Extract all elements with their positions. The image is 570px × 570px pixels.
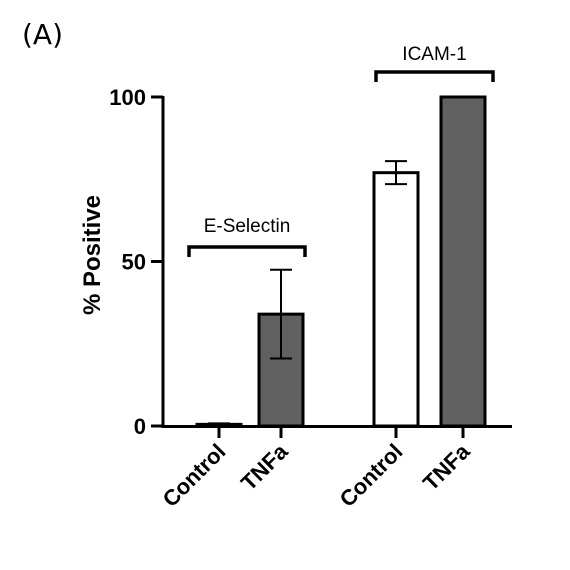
group-bracket: [374, 70, 495, 82]
y-tick-label: 0: [134, 414, 146, 439]
y-ticks: 0 50 100: [109, 85, 163, 439]
group-label: ICAM-1: [402, 44, 466, 65]
category-label: TNFa: [418, 438, 475, 495]
group-brackets: E-Selectin ICAM-1: [187, 44, 495, 257]
category-label: Control: [158, 439, 231, 512]
y-tick-label: 100: [109, 85, 146, 110]
category-label: Control: [335, 439, 408, 512]
bar: [372, 171, 420, 428]
y-axis-title: % Positive: [79, 195, 106, 315]
bars: [195, 95, 487, 438]
bar: [439, 95, 487, 428]
panel-label: (A): [22, 18, 63, 51]
group-label: E-Selectin: [204, 216, 291, 237]
group-bracket: [187, 245, 307, 257]
category-labels: Control TNFa Control TNFa: [158, 438, 476, 512]
y-tick-label: 50: [122, 250, 146, 275]
category-label: TNFa: [236, 438, 293, 495]
